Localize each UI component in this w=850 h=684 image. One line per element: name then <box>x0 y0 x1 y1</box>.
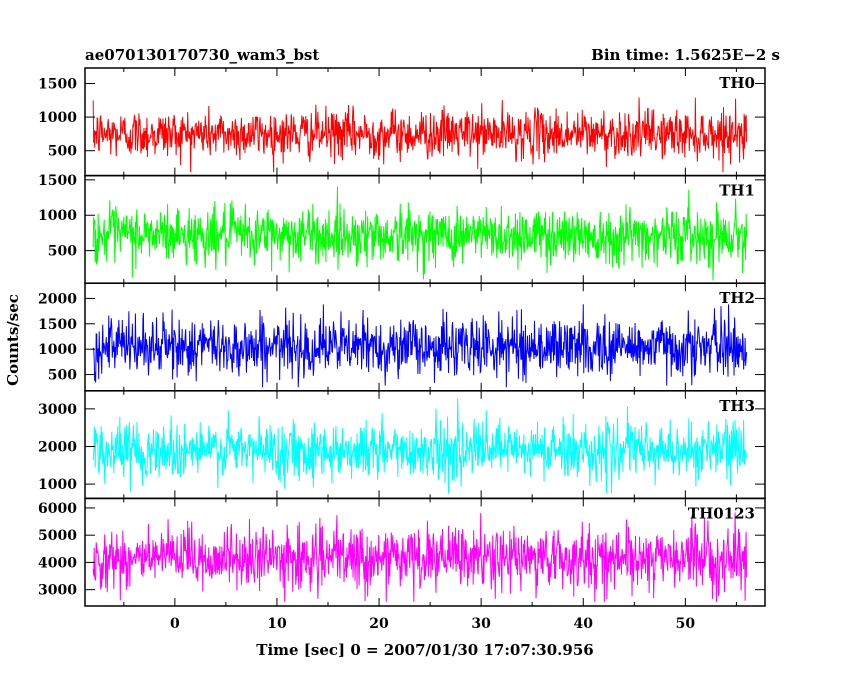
x-tick-label: 30 <box>471 616 491 632</box>
panel-frame-th0123 <box>84 497 766 607</box>
series-th3 <box>92 398 748 494</box>
y-tick-label: 5000 <box>38 528 77 544</box>
panel-label-th0123: TH0123 <box>688 504 755 522</box>
y-tick-label: 500 <box>48 368 77 384</box>
y-tick-label: 1000 <box>38 208 77 224</box>
y-tick-label: 4000 <box>38 555 77 571</box>
y-tick-label: 1500 <box>38 317 77 333</box>
panel-label-th0: TH0 <box>719 74 755 92</box>
y-tick-label: 3000 <box>38 583 77 599</box>
y-tick-label: 500 <box>48 144 77 160</box>
x-tick-label: 20 <box>369 616 389 632</box>
y-tick-label: 1500 <box>38 76 77 92</box>
y-tick-label: 500 <box>48 244 77 260</box>
x-tick-label: 40 <box>574 616 594 632</box>
series-th1 <box>92 186 748 281</box>
y-tick-label: 1000 <box>38 110 77 126</box>
panel-label-th1: TH1 <box>719 182 755 200</box>
series-th0 <box>92 97 748 173</box>
y-tick-label: 2000 <box>38 439 77 455</box>
y-tick-label: 1000 <box>38 342 77 358</box>
panel-label-th3: TH3 <box>719 397 755 415</box>
y-axis-label: Counts/sec <box>4 294 22 386</box>
x-tick-label: 0 <box>170 616 180 632</box>
x-tick-label: 50 <box>676 616 696 632</box>
figure-title-left: ae070130170730_wam3_bst <box>85 46 319 64</box>
y-tick-label: 6000 <box>38 501 77 517</box>
panel-label-th2: TH2 <box>719 289 755 307</box>
y-tick-label: 1500 <box>38 173 77 189</box>
figure-title-right: Bin time: 1.5625E−2 s <box>591 46 780 64</box>
series-th0123 <box>92 512 748 602</box>
series-th2 <box>92 304 748 388</box>
y-tick-label: 3000 <box>38 402 77 418</box>
x-tick-label: 10 <box>267 616 287 632</box>
x-axis-label: Time [sec] 0 = 2007/01/30 17:07:30.956 <box>256 641 593 659</box>
y-tick-label: 1000 <box>38 477 77 493</box>
y-tick-label: 2000 <box>38 291 77 307</box>
